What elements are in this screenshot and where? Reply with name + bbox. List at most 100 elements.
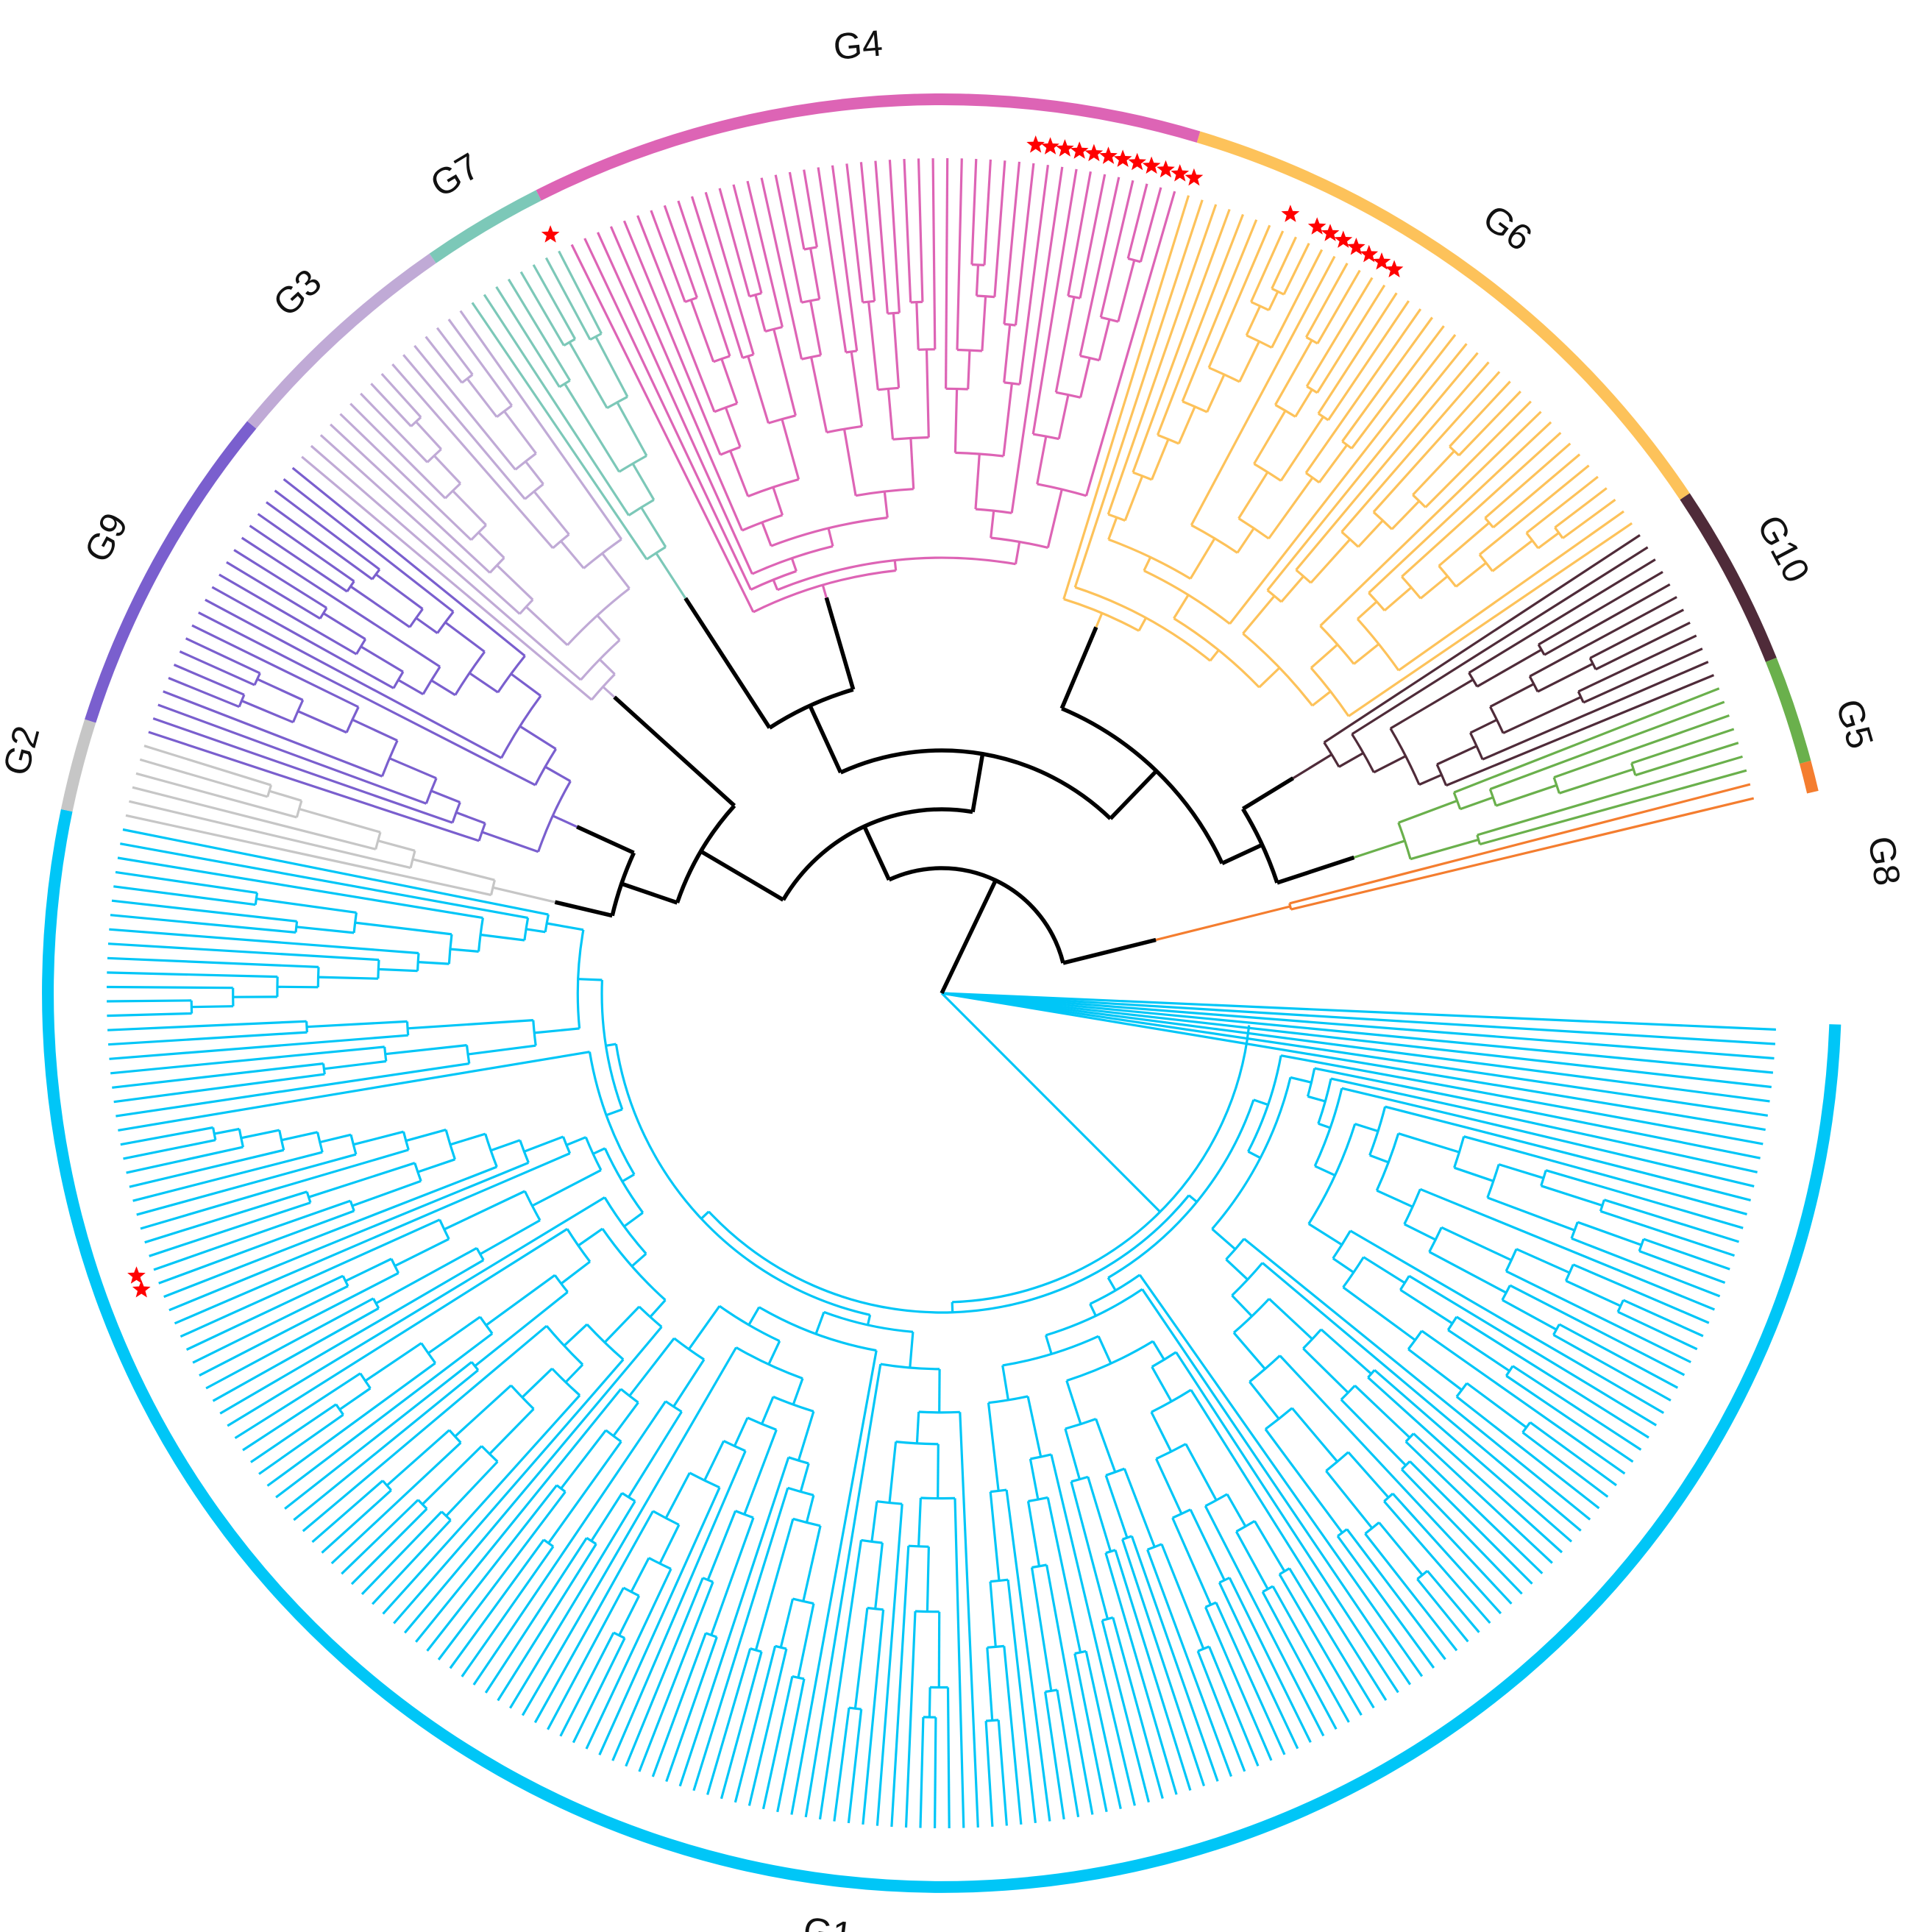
G1-internal-branch [324, 1059, 386, 1070]
G1-node-arc [1074, 1649, 1087, 1655]
G6-internal-branch [1258, 667, 1281, 689]
G4-internal-branch [809, 300, 823, 356]
G10-leaf-branch [1323, 534, 1641, 744]
G6-leaf-branch [1492, 453, 1581, 529]
backbone-top-stem [1062, 937, 1157, 965]
G3-node-arc [519, 599, 534, 615]
ring-segment-g1 [42, 809, 1842, 1893]
ring-segment-g6 [1196, 131, 1690, 500]
tree-branches [106, 157, 1776, 1829]
G1-leaf-branch [1218, 1582, 1299, 1750]
G1-internal-branch [1264, 1428, 1343, 1534]
G4-leaf-branch [636, 215, 716, 413]
G1-leaf-branch [1416, 1578, 1469, 1643]
G1-node-arc [416, 953, 420, 971]
G1-internal-branch [1123, 1468, 1156, 1548]
G4-leaf-branch [1014, 163, 1035, 326]
G1-internal-branch [870, 1501, 878, 1542]
G4-internal-branch [990, 511, 995, 539]
G1-node-arc [341, 1275, 349, 1287]
G6-internal-branch [1383, 586, 1413, 612]
G1-leaf-branch [120, 1126, 213, 1146]
group-label-g4: G4 [832, 22, 884, 68]
G9-leaf-branch [163, 690, 383, 778]
G5-internal-branch [1495, 784, 1558, 807]
G1-leaf-branch [361, 1510, 443, 1596]
G1-internal-branch [1254, 1520, 1286, 1572]
G1-leaf-branch [1391, 1493, 1502, 1615]
G1-internal-branch [909, 1332, 914, 1368]
G1-internal-branch [618, 1595, 641, 1636]
G1-leaf-branch [180, 1218, 441, 1338]
star-marker-g4 [1171, 164, 1190, 182]
backbone-g6-stem [1221, 842, 1263, 865]
G1-internal-branch [560, 1430, 607, 1490]
G1-internal-branch [631, 1252, 647, 1268]
G1-internal-branch [658, 1524, 681, 1564]
star-marker-g6 [1185, 168, 1204, 186]
G4-node-arc [770, 516, 888, 547]
G1-internal-branch [687, 1305, 721, 1350]
G4-internal-branch [810, 357, 828, 433]
G1-node-arc [648, 1557, 672, 1570]
G1-internal-branch [1160, 1544, 1205, 1649]
G1-node-arc [652, 1510, 680, 1526]
G1-internal-branch [480, 933, 525, 942]
G3-leaf-branch [391, 363, 554, 549]
G1-leaf-branch [1208, 1646, 1260, 1767]
G6-internal-branch [1209, 649, 1220, 662]
G3-leaf-branch [319, 434, 521, 615]
G10-node-arc [1489, 706, 1505, 734]
G9-internal-branch [322, 612, 366, 641]
G1-leaf-branch [761, 1676, 794, 1810]
G6-leaf-branch [1316, 284, 1386, 394]
G1-leaf-branch [1056, 1689, 1080, 1817]
G1-leaf-branch [1175, 1352, 1399, 1694]
G6-leaf-branch [1327, 300, 1410, 421]
G9-internal-branch [469, 672, 499, 694]
G4-internal-branch [967, 350, 971, 390]
G6-internal-branch [1189, 537, 1216, 580]
G4-leaf-branch [803, 169, 818, 248]
G1-internal-branch [792, 1378, 804, 1405]
backbone-g2-g9-stem [554, 900, 613, 918]
G1-leaf-branch [734, 1645, 777, 1803]
group-label-g2: G2 [0, 722, 48, 780]
G3-leaf-branch [402, 354, 526, 500]
G1-leaf-branch [1146, 1549, 1233, 1777]
G6-leaf-branch [1229, 334, 1457, 625]
G1-node-arc [1368, 1106, 1387, 1156]
G9-internal-branch [397, 678, 424, 695]
G1-internal-branch [1151, 1340, 1165, 1360]
G1-internal-branch [940, 992, 1161, 1213]
G1-node-arc [372, 1298, 380, 1309]
G1-internal-branch [799, 1463, 810, 1492]
G7-internal-branch [640, 506, 667, 548]
G1-node-arc [1416, 1569, 1429, 1580]
G1-internal-branch [853, 1608, 869, 1709]
G6-leaf-branch [1368, 421, 1552, 594]
G1-internal-branch [1211, 1228, 1237, 1251]
G1-internal-branch [1307, 1095, 1326, 1103]
G9-internal-branch [352, 718, 398, 742]
G5-internal-branch [1460, 796, 1494, 811]
G6-leaf-branch [1554, 487, 1608, 529]
G1-internal-branch [352, 1179, 422, 1207]
star-marker-g6 [1321, 224, 1340, 241]
G1-internal-branch [1398, 1132, 1460, 1154]
G6-leaf-branch [1157, 213, 1244, 436]
G1-internal-branch [1302, 1347, 1349, 1394]
G9-leaf-branch [157, 703, 427, 805]
G4-internal-branch [821, 584, 828, 598]
G1-leaf-branch [1288, 1567, 1375, 1709]
G1-internal-branch [578, 978, 603, 981]
G1-leaf-branch [1045, 1564, 1094, 1815]
G1-internal-branch [700, 1210, 710, 1220]
G3-node-arc [514, 452, 537, 471]
star-marker-g4 [1128, 152, 1146, 171]
G4-node-arc [971, 263, 985, 266]
G1-leaf-branch [818, 1540, 863, 1820]
G1-leaf-branch [1408, 1274, 1658, 1427]
G1-leaf-branch [904, 1610, 917, 1828]
G1-leaf-branch [168, 1161, 530, 1312]
